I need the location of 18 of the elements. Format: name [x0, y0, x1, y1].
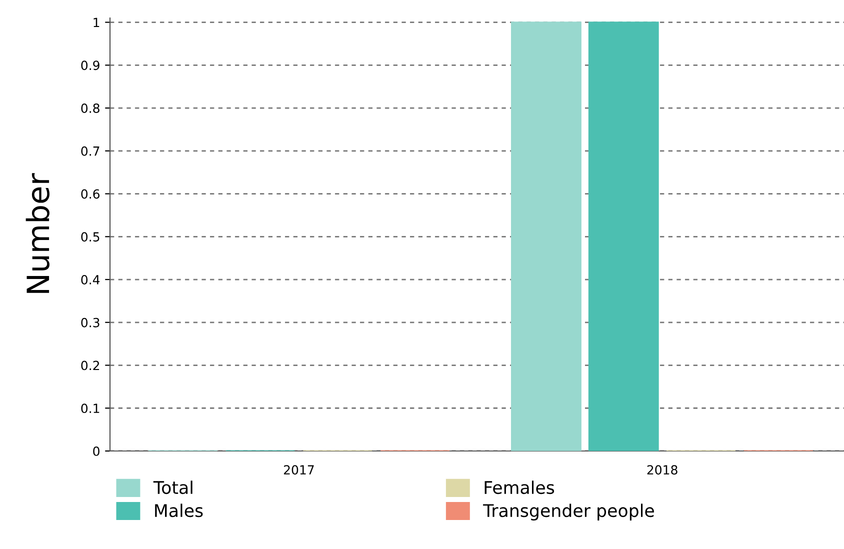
legend-label: Females: [484, 480, 554, 494]
legend-label: Total: [153, 480, 192, 494]
y-tick-label: 0.6: [81, 189, 100, 199]
y-tick-label: 1: [94, 18, 100, 28]
y-tick-label: 0.3: [81, 318, 100, 328]
legend-label: Transgender people: [483, 504, 654, 520]
y-tick-label: 0.7: [81, 146, 100, 156]
y-tick-label: 0: [93, 446, 100, 456]
y-tick-label: 0.5: [81, 232, 100, 242]
y-tick-label: 0.1: [81, 404, 100, 414]
y-axis-title: Number: [26, 173, 50, 293]
y-tick-label: 0.2: [81, 360, 100, 370]
legend-label: Males: [155, 504, 203, 518]
y-tick-label: 0.8: [81, 104, 100, 113]
x-tick-label: 2017: [284, 465, 314, 475]
x-tick-label: 2018: [647, 465, 678, 475]
y-tick-label: 0.4: [81, 274, 100, 284]
y-tick-label: 0.9: [81, 60, 100, 70]
